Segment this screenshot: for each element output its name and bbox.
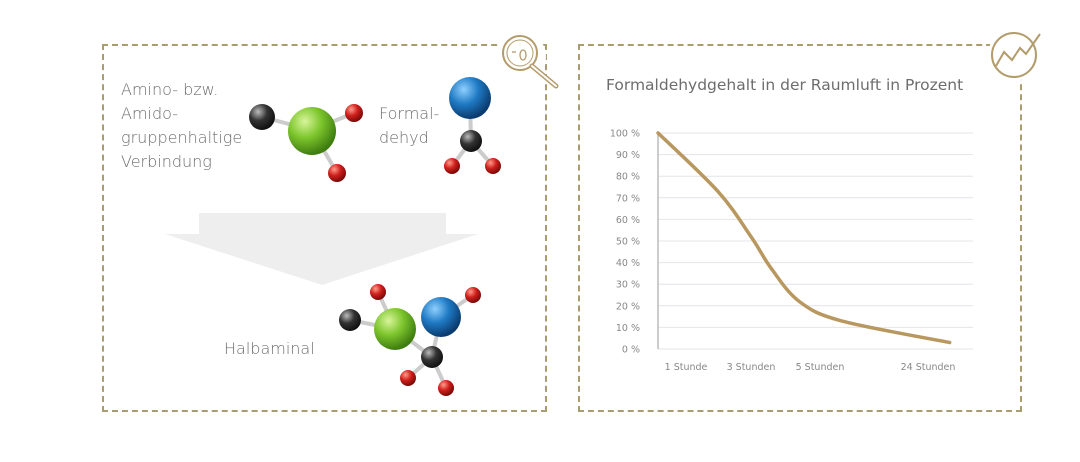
product-label: Halbaminal xyxy=(224,339,315,358)
y-tick-label: 10 % xyxy=(616,323,640,334)
y-tick-label: 50 % xyxy=(616,237,640,248)
x-tick-label: 24 Stunden xyxy=(901,362,956,373)
reactant1-line: Amino- bzw. xyxy=(121,80,219,99)
x-tick-label: 5 Stunden xyxy=(796,362,845,373)
reactant2-line: Formal- xyxy=(379,104,440,123)
reactant1-line: gruppenhaltige xyxy=(121,128,243,147)
reactant2-label: Formal- dehyd xyxy=(379,102,439,150)
x-tick-label: 1 Stunde xyxy=(665,362,708,373)
reactant1-label: Amino- bzw. Amido- gruppenhaltige Verbin… xyxy=(121,78,242,174)
magnifier-bacteria-icon xyxy=(498,32,559,89)
chart-panel xyxy=(578,44,1022,412)
y-tick-label: 20 % xyxy=(616,301,640,312)
halbaminal-molecule xyxy=(339,284,481,396)
y-tick-label: 40 % xyxy=(616,258,640,269)
y-tick-label: 80 % xyxy=(616,172,640,183)
trend-chart-icon xyxy=(988,29,1041,81)
reaction-panel xyxy=(102,44,547,412)
y-tick-label: 0 % xyxy=(622,345,640,356)
reactant1-line: Amido- xyxy=(121,104,178,123)
y-tick-label: 70 % xyxy=(616,193,640,204)
y-tick-label: 30 % xyxy=(616,280,640,291)
y-tick-label: 100 % xyxy=(610,129,640,140)
x-tick-label: 3 Stunden xyxy=(727,362,776,373)
series-line xyxy=(656,131,952,345)
y-tick-label: 60 % xyxy=(616,215,640,226)
formaldehyde-chart: 0 % 10 % 20 % 30 % 40 % 50 % 60 % 70 % 80 % 90 % 1… xyxy=(610,129,973,373)
amino-compound-molecule xyxy=(249,104,363,182)
reactant1-line: Verbindung xyxy=(121,152,212,171)
reactant2-line: dehyd xyxy=(379,128,429,147)
y-tick-label: 90 % xyxy=(616,150,640,161)
chart-title: Formaldehydgehalt in der Raumluft in Pro… xyxy=(606,76,964,94)
reaction-arrow xyxy=(165,213,478,285)
formaldehyde-molecule xyxy=(444,77,501,174)
